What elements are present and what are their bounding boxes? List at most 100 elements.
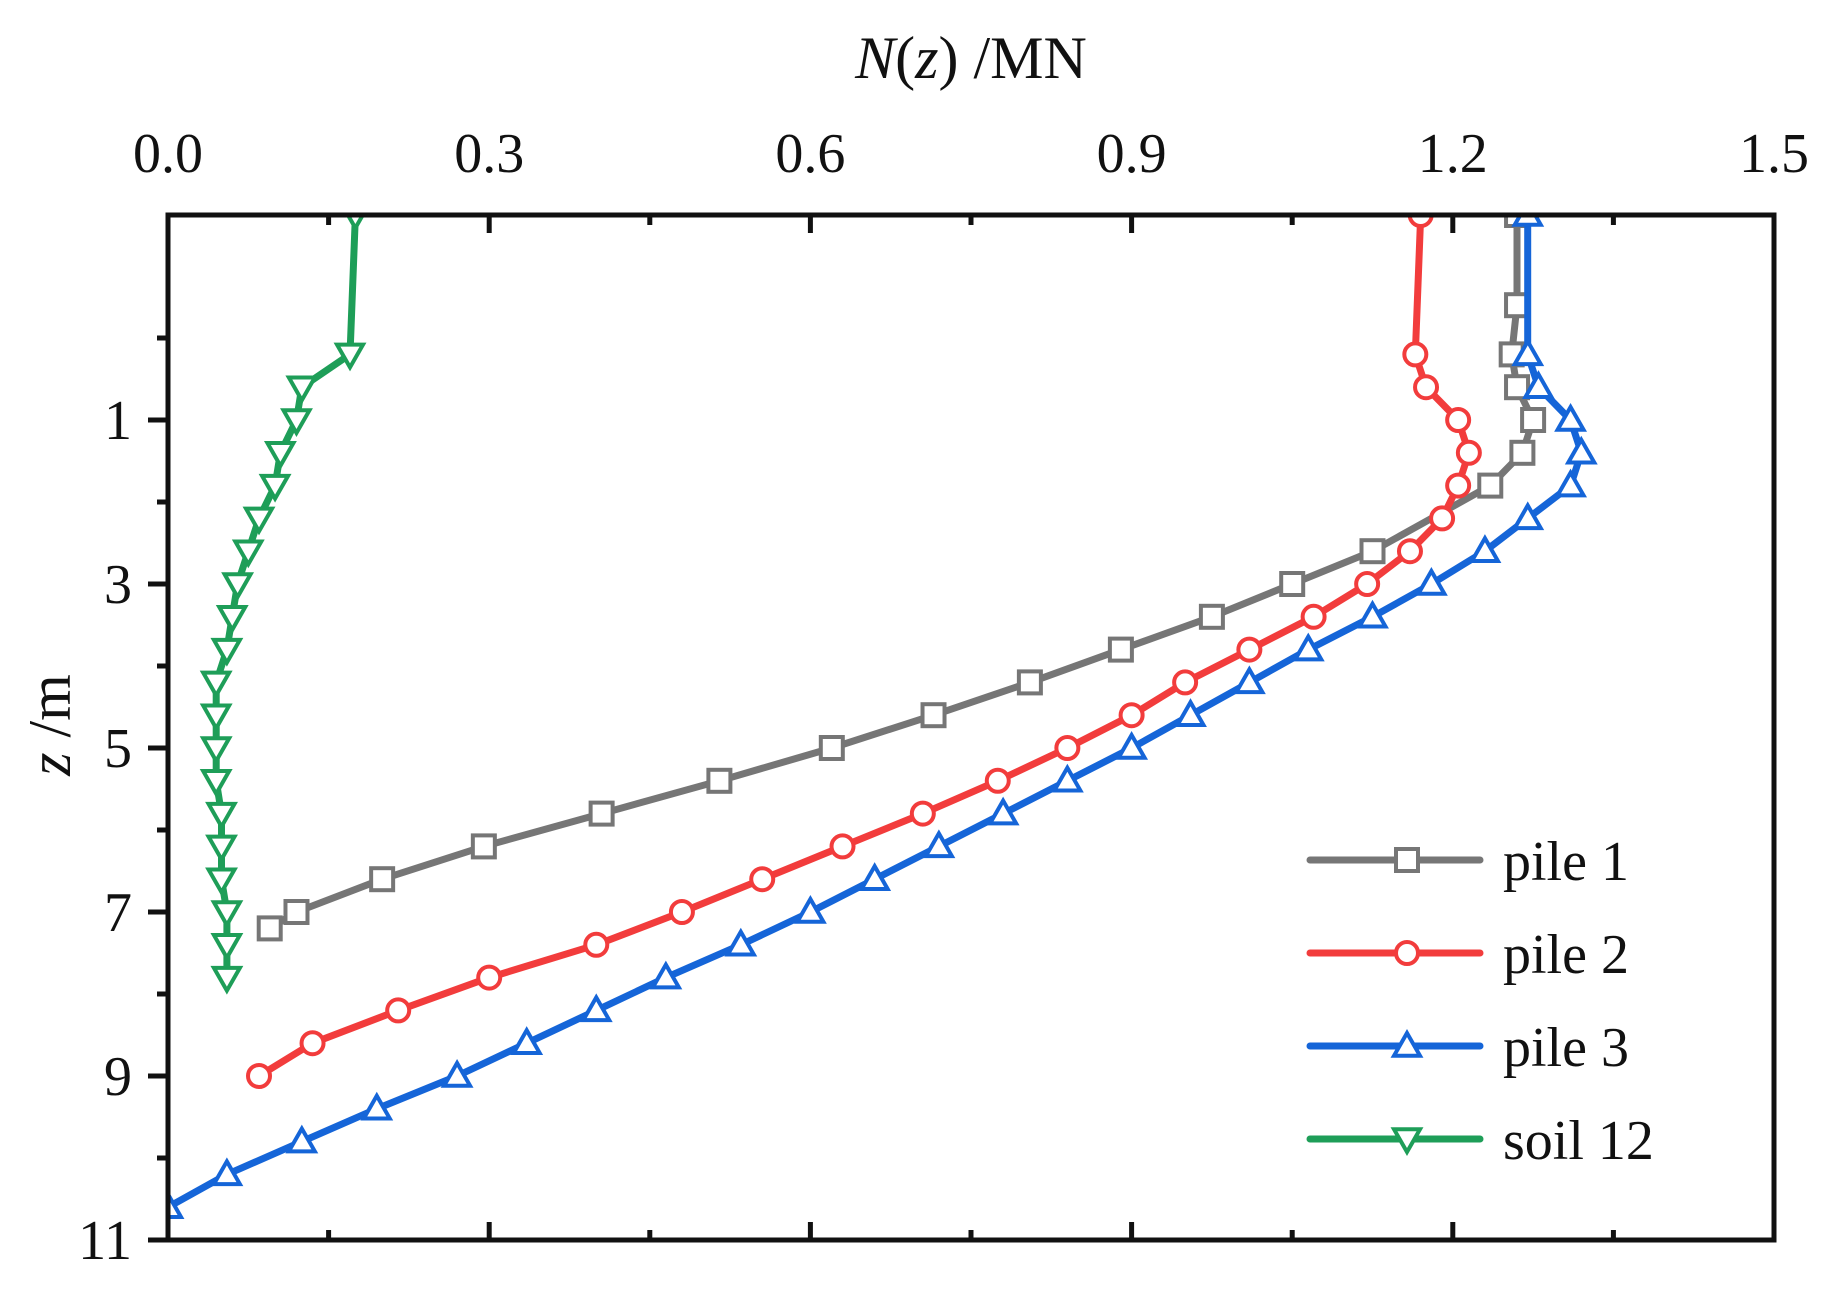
data-point-pile-3 bbox=[1356, 599, 1389, 629]
data-point-pile-3 bbox=[1468, 534, 1502, 563]
series-pile-3 bbox=[166, 213, 1598, 1242]
data-point-soil-12 bbox=[199, 670, 233, 700]
legend-label: pile 2 bbox=[1503, 924, 1629, 986]
data-point-soil-12 bbox=[199, 703, 233, 733]
series-soil-12 bbox=[199, 213, 367, 995]
data-point-pile-2 bbox=[583, 931, 610, 958]
x-axis-title-close: ) bbox=[939, 25, 959, 91]
data-point-soil-12 bbox=[210, 933, 244, 962]
data-point-pile-3 bbox=[1414, 566, 1448, 596]
series-pile-2 bbox=[246, 213, 1482, 1089]
data-point-pile-3 bbox=[793, 894, 827, 924]
x-tick-label: 1.5 bbox=[1739, 123, 1809, 185]
y-tick-label: 3 bbox=[104, 554, 132, 616]
data-point-pile-3 bbox=[858, 862, 892, 891]
data-point-pile-3 bbox=[1511, 501, 1545, 531]
data-point-pile-2 bbox=[1354, 571, 1381, 597]
data-point-pile-2 bbox=[749, 866, 776, 893]
data-point-soil-12 bbox=[221, 572, 255, 602]
legend-item: soil 12 bbox=[1306, 1110, 1654, 1172]
data-point-soil-12 bbox=[231, 539, 265, 569]
data-point-pile-1 bbox=[1477, 472, 1504, 499]
data-point-pile-3 bbox=[510, 1026, 544, 1055]
data-point-pile-3 bbox=[649, 960, 683, 990]
data-point-pile-3 bbox=[1115, 730, 1149, 760]
data-point-pile-2 bbox=[1455, 439, 1482, 466]
axis-layer: 0.0 0.3 0.6 0.9 1.2 1.5 1 3 5 7 9 11 bbox=[78, 123, 1809, 1272]
data-point-pile-2 bbox=[476, 964, 503, 991]
data-point-soil-12 bbox=[210, 965, 244, 995]
data-point-pile-2 bbox=[1445, 407, 1472, 433]
legend-label: pile 1 bbox=[1503, 831, 1629, 893]
data-point-pile-2 bbox=[1172, 669, 1199, 696]
data-point-pile-3 bbox=[1564, 435, 1598, 465]
data-point-pile-3 bbox=[1291, 632, 1325, 662]
y-tick-label: 9 bbox=[104, 1046, 132, 1108]
data-point-pile-2 bbox=[1054, 735, 1081, 761]
data-point-pile-1 bbox=[1504, 374, 1531, 401]
data-point-pile-2 bbox=[246, 1063, 273, 1089]
data-point-pile-3 bbox=[1554, 402, 1588, 432]
data-point-pile-1 bbox=[1198, 603, 1225, 630]
data-point-pile-3 bbox=[285, 1124, 319, 1154]
data-point-pile-3 bbox=[440, 1058, 474, 1088]
data-point-pile-2 bbox=[668, 899, 695, 925]
data-point-soil-12 bbox=[263, 441, 297, 470]
x-axis-title: N(z) /MN bbox=[854, 25, 1087, 91]
data-point-pile-1 bbox=[1016, 669, 1043, 696]
data-point-pile-1 bbox=[369, 866, 396, 893]
legend-swatch-marker bbox=[1390, 1028, 1424, 1058]
data-point-pile-2 bbox=[1118, 702, 1145, 729]
data-point-pile-3 bbox=[1522, 370, 1555, 399]
y-tick-label: 5 bbox=[104, 718, 132, 780]
data-point-pile-1 bbox=[1107, 636, 1134, 663]
data-point-pile-3 bbox=[360, 1091, 394, 1121]
legend-label: soil 12 bbox=[1503, 1110, 1654, 1172]
data-point-pile-1 bbox=[920, 702, 947, 729]
x-tick-label: 1.2 bbox=[1418, 123, 1488, 185]
data-point-pile-1 bbox=[706, 767, 733, 794]
data-point-pile-2 bbox=[829, 833, 856, 860]
x-tick-label: 0.3 bbox=[454, 123, 524, 185]
data-point-soil-12 bbox=[210, 900, 244, 930]
data-point-pile-1 bbox=[1359, 538, 1386, 565]
data-point-pile-1 bbox=[1509, 439, 1536, 466]
data-point-pile-2 bbox=[299, 1030, 326, 1057]
data-point-soil-12 bbox=[205, 834, 238, 864]
series-line-pile-2 bbox=[255, 213, 1473, 1080]
data-point-pile-3 bbox=[579, 993, 613, 1023]
data-point-pile-3 bbox=[724, 927, 758, 957]
legend-swatch-marker bbox=[1394, 847, 1420, 873]
data-point-soil-12 bbox=[242, 506, 276, 536]
x-tick-label: 0.6 bbox=[775, 123, 845, 185]
data-point-pile-3 bbox=[1050, 763, 1084, 793]
y-tick-label: 11 bbox=[78, 1210, 132, 1272]
data-point-pile-1 bbox=[470, 833, 497, 860]
y-tick-label: 7 bbox=[104, 882, 132, 944]
data-point-pile-1 bbox=[1279, 571, 1306, 597]
data-point-pile-3 bbox=[986, 796, 1020, 826]
data-point-pile-3 bbox=[210, 1157, 244, 1187]
legend-item: pile 1 bbox=[1306, 831, 1629, 893]
series-line-pile-3 bbox=[166, 213, 1585, 1221]
data-point-pile-1 bbox=[256, 915, 283, 942]
data-point-pile-1 bbox=[588, 800, 615, 827]
data-point-pile-2 bbox=[1429, 505, 1456, 532]
data-point-pile-2 bbox=[909, 800, 936, 827]
data-point-soil-12 bbox=[199, 769, 233, 798]
data-point-soil-12 bbox=[333, 342, 367, 372]
legend-swatch-marker bbox=[1394, 940, 1420, 966]
x-tick-label: 0.0 bbox=[133, 123, 203, 185]
data-point-soil-12 bbox=[210, 637, 244, 667]
legend-swatch-marker bbox=[1390, 1127, 1424, 1157]
data-point-soil-12 bbox=[215, 605, 249, 634]
data-point-soil-12 bbox=[199, 736, 233, 766]
legend-item: pile 3 bbox=[1306, 1017, 1629, 1079]
data-point-soil-12 bbox=[258, 473, 292, 503]
y-axis-title: z /m bbox=[17, 674, 83, 777]
data-point-pile-2 bbox=[1300, 603, 1327, 630]
data-point-soil-12 bbox=[280, 408, 313, 438]
x-axis-title-unit: /MN bbox=[959, 25, 1087, 91]
data-point-pile-1 bbox=[818, 735, 845, 761]
